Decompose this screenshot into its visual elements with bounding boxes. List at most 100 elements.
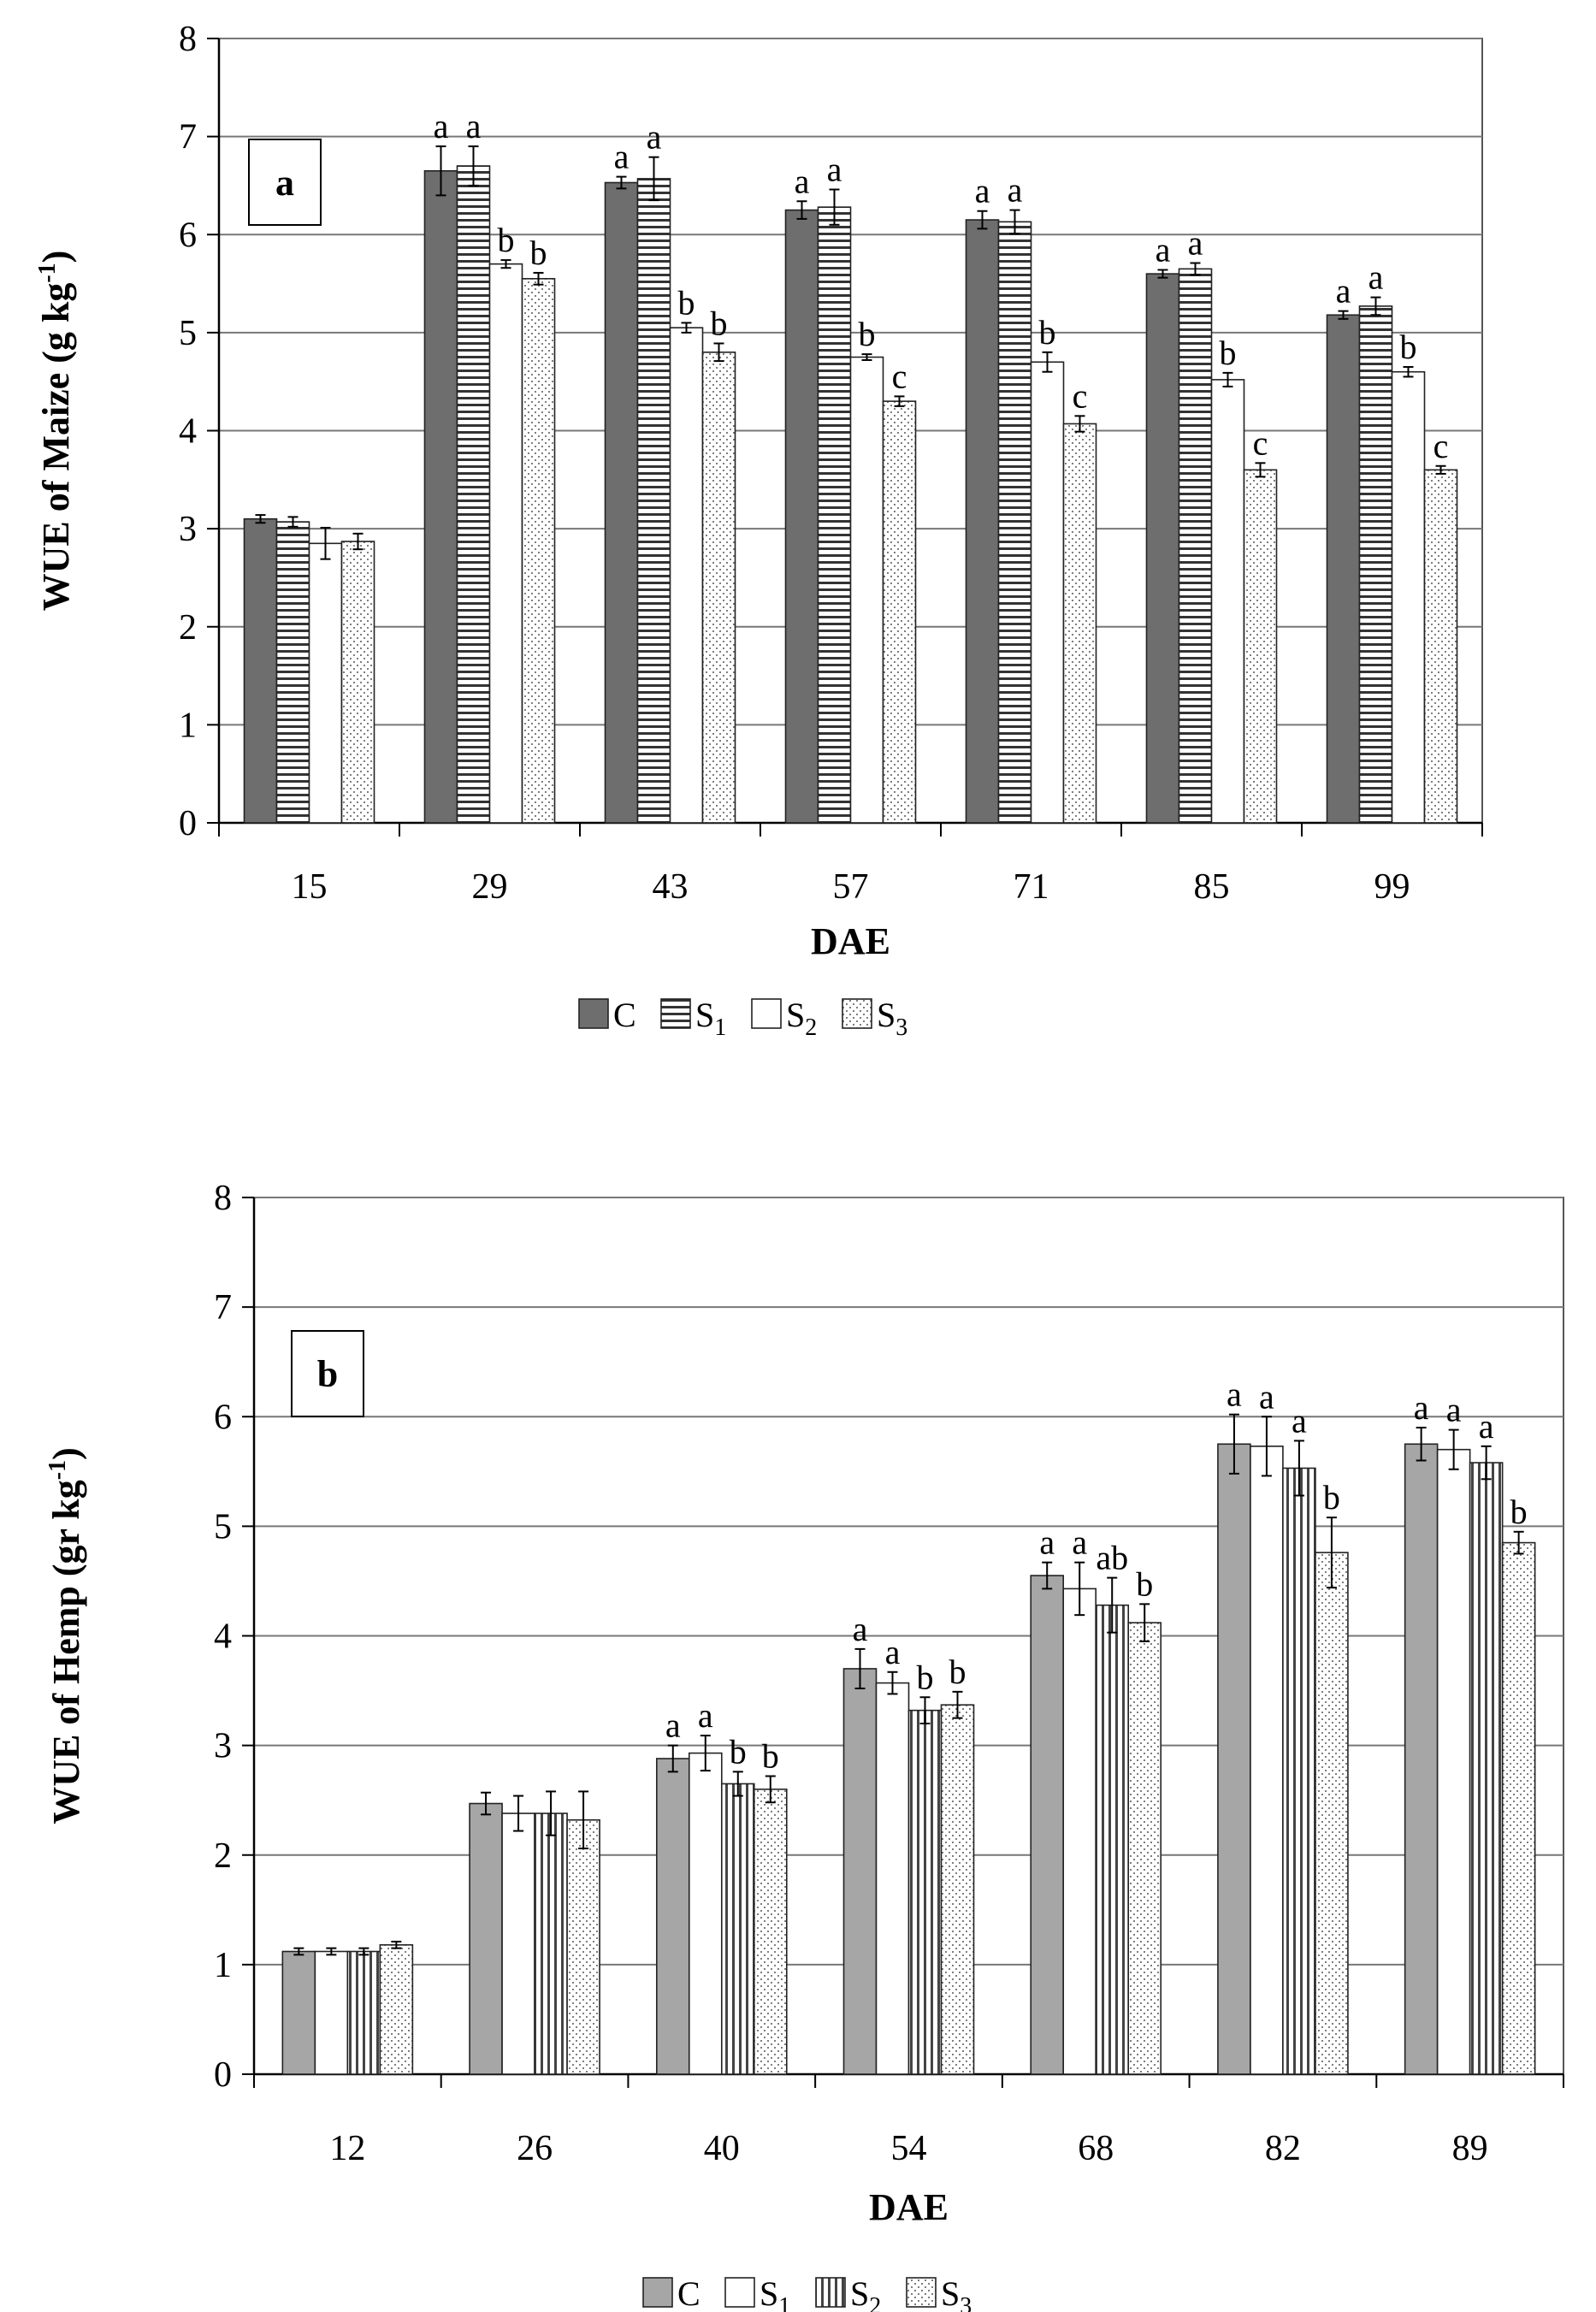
bar <box>720 1783 755 2075</box>
x-tick-label: 15 <box>292 867 328 907</box>
significance-letter: c <box>1073 376 1088 415</box>
significance-letter: b <box>730 1732 747 1771</box>
significance-letter: a <box>827 151 842 189</box>
significance-letter: a <box>466 107 482 145</box>
y-axis-title-close: ) <box>35 251 77 263</box>
y-axis-title-main: WUE of Maize (g kg <box>35 283 77 612</box>
y-tick-label: 1 <box>179 706 197 745</box>
y-tick-label: 3 <box>214 1727 232 1766</box>
y-axis-title-sup: -1 <box>34 263 61 282</box>
significance-letter: b <box>949 1653 966 1691</box>
legend-label-name: S <box>941 2274 960 2312</box>
legend: C S1 S2 S3 <box>578 996 907 1041</box>
legend-label-sub: 1 <box>778 2293 790 2312</box>
bar <box>688 1752 723 2075</box>
bar <box>566 1818 600 2075</box>
bar <box>1423 469 1458 824</box>
y-tick-label: 7 <box>214 1288 232 1327</box>
significance-letter: a <box>1156 231 1171 269</box>
significance-letter: b <box>498 221 515 259</box>
significance-letter: a <box>1414 1388 1429 1427</box>
x-tick-label: 57 <box>833 867 869 907</box>
y-tick-label: 8 <box>214 1179 232 1218</box>
y-axis-title-close: ) <box>45 1447 87 1460</box>
legend-swatch <box>724 2277 755 2308</box>
bar <box>521 278 556 824</box>
significance-letter: b <box>678 283 695 322</box>
significance-letter: b <box>1323 1478 1340 1517</box>
bar <box>753 1789 788 2075</box>
significance-letter: a <box>975 172 990 210</box>
significance-letter: a <box>1368 258 1384 297</box>
bar <box>379 1944 414 2075</box>
bar <box>1282 1467 1316 2075</box>
significance-letter: a <box>1292 1401 1307 1440</box>
significance-letter: ab <box>1096 1539 1128 1577</box>
legend-swatch <box>751 998 782 1029</box>
significance-letter: c <box>1253 423 1268 462</box>
legend-label: S2 <box>850 2274 881 2312</box>
significance-letter: a <box>665 1706 681 1745</box>
bar <box>875 1682 910 2075</box>
significance-letter: b <box>711 304 728 342</box>
legend-label-name: C <box>613 996 636 1034</box>
bar <box>488 263 523 824</box>
legend-label: S3 <box>877 996 907 1041</box>
bar <box>314 1950 349 2075</box>
legend-label-name: S <box>695 996 714 1034</box>
bar <box>1095 1604 1130 2075</box>
legend-label: C <box>613 996 636 1034</box>
legend-swatch <box>906 2277 937 2308</box>
significance-letter: a <box>1446 1391 1462 1429</box>
x-tick-label: 82 <box>1265 2129 1301 2168</box>
x-tick-label: 85 <box>1194 867 1230 907</box>
legend-label-name: S <box>850 2274 869 2312</box>
legend-label-sub: 2 <box>869 2293 881 2312</box>
y-tick-label: 0 <box>179 804 197 843</box>
bar <box>882 400 917 824</box>
bar <box>1210 379 1245 824</box>
y-axis-title: WUE of Maize (g kg-1) <box>34 251 77 612</box>
significance-letter: a <box>1479 1407 1494 1446</box>
legend-swatch <box>578 998 609 1029</box>
bar <box>243 517 278 824</box>
x-tick-label: 26 <box>517 2129 553 2168</box>
bar <box>849 356 884 824</box>
y-tick-label: 1 <box>214 1946 232 1985</box>
bar <box>534 1812 568 2075</box>
significance-letter: b <box>530 234 547 272</box>
significance-letter: a <box>1188 223 1203 262</box>
y-axis-title: WUE of Hemp (gr kg-1) <box>44 1447 87 1824</box>
legend-label: S1 <box>760 2274 790 2312</box>
bar <box>1030 1575 1065 2075</box>
bar <box>1030 361 1065 824</box>
bar <box>1404 1443 1439 2075</box>
panel-label-box <box>291 1330 364 1417</box>
significance-letter: a <box>1227 1375 1242 1414</box>
x-axis-title: DAE <box>869 2186 949 2228</box>
y-tick-label: 6 <box>214 1398 232 1437</box>
bar <box>281 1950 316 2075</box>
bar <box>501 1812 535 2075</box>
bar <box>346 1950 381 2075</box>
y-tick-label: 2 <box>214 1836 232 1876</box>
x-tick-label: 99 <box>1374 867 1410 907</box>
legend-swatch <box>642 2277 673 2308</box>
bar <box>340 541 375 824</box>
bar <box>1315 1552 1349 2075</box>
y-tick-label: 2 <box>179 608 197 647</box>
significance-letter: b <box>1220 334 1237 372</box>
bar <box>469 1802 503 2075</box>
legend-swatch <box>842 998 872 1029</box>
significance-letter: a <box>434 107 449 145</box>
significance-letter: b <box>1400 328 1417 366</box>
bar <box>1358 305 1393 824</box>
bar <box>1062 423 1097 824</box>
x-tick-label: 89 <box>1452 2129 1488 2168</box>
bar <box>842 1668 878 2075</box>
x-tick-label: 71 <box>1014 867 1049 907</box>
panel-label-box <box>248 139 322 226</box>
legend-swatch <box>815 2277 846 2308</box>
significance-letter: a <box>1072 1523 1087 1562</box>
